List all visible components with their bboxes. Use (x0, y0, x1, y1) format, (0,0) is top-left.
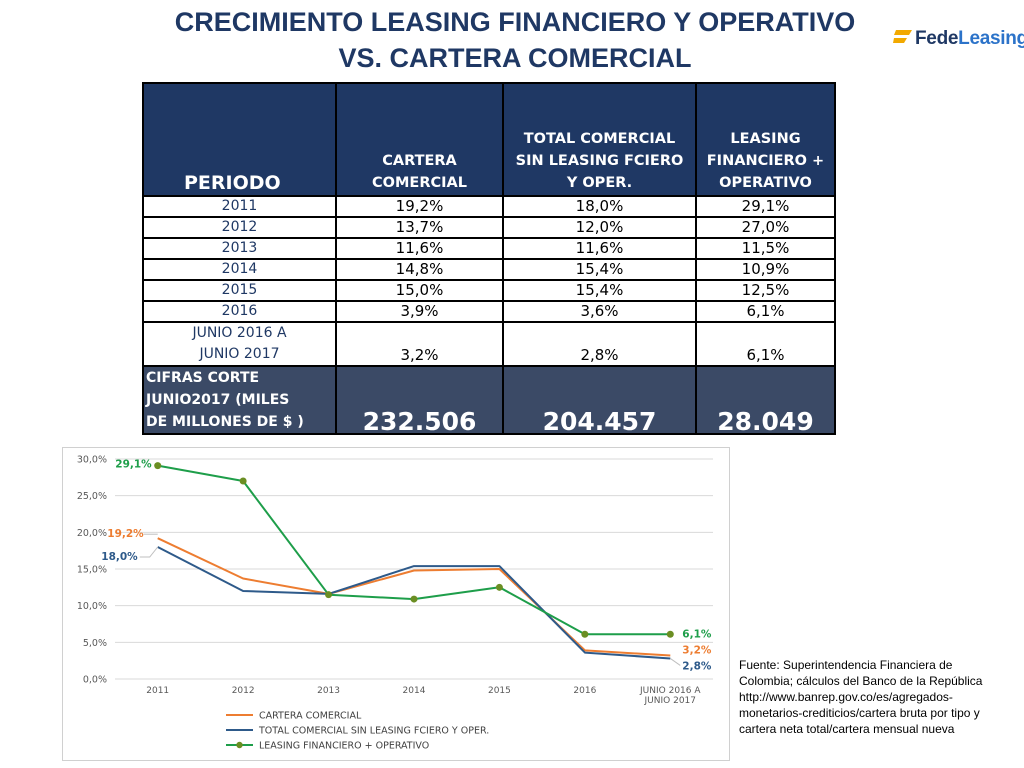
period-cell: 2011 (142, 195, 337, 218)
table-row: 2013 11,6% 11,6% 11,5% (142, 237, 836, 260)
period-cell: 2015 (142, 279, 337, 302)
value-cell: 29,1% (695, 195, 836, 218)
x-tick-label: 2011 (146, 686, 169, 696)
data-label: 2,8% (682, 660, 712, 672)
legend-label: CARTERA COMERCIAL (259, 711, 362, 722)
table-row: 2015 15,0% 15,4% 12,5% (142, 279, 836, 302)
value-cell: 19,2% (335, 195, 504, 218)
title-line-1: CRECIMIENTO LEASING FINANCIERO Y OPERATI… (174, 7, 856, 37)
x-tick-label: 2012 (232, 686, 255, 696)
y-tick-label: 20,0% (77, 528, 107, 539)
series-point (154, 462, 162, 470)
period-cell: JUNIO 2016 A JUNIO 2017 (142, 321, 337, 367)
period-cell: 2013 (142, 237, 337, 260)
value-cell: 12,5% (695, 279, 836, 302)
value-cell: 27,0% (695, 216, 836, 239)
table-row-cifras: CIFRAS CORTE JUNIO2017 (MILES DE MILLONE… (142, 365, 836, 435)
value-cell: 15,4% (502, 258, 697, 281)
cifras-label: CIFRAS CORTE JUNIO2017 (MILES DE MILLONE… (142, 365, 337, 435)
table-row: 2012 13,7% 12,0% 27,0% (142, 216, 836, 239)
header-leasing: LEASING FINANCIERO + OPERATIVO (695, 82, 836, 197)
line-chart: 0,0% 5,0% 10,0% 15,0% 20,0% 25,0% 30,0% 2011 201… (62, 447, 730, 761)
value-cell: 3,6% (502, 300, 697, 323)
x-tick-label: JUNIO 2017 (644, 696, 696, 706)
chart-svg: 0,0% 5,0% 10,0% 15,0% 20,0% 25,0% 30,0% 2011 201… (77, 455, 713, 752)
legend-marker (236, 741, 243, 749)
y-tick-label: 0,0% (83, 675, 107, 686)
data-label: 18,0% (101, 551, 138, 563)
data-label: 3,2% (682, 645, 712, 657)
series-point (239, 477, 247, 485)
value-cell: 11,6% (502, 237, 697, 260)
table-header-row: PERIODO CARTERA COMERCIAL TOTAL COMERCIA… (142, 82, 836, 197)
series-point (325, 591, 333, 599)
series-line-1 (157, 537, 671, 657)
data-label: 6,1% (682, 628, 712, 640)
title-line-2: VS. CARTERA COMERCIAL (338, 43, 692, 73)
value-cell: 15,0% (335, 279, 504, 302)
logo-text: FedeLeasing (915, 28, 1024, 49)
value-cell: 10,9% (695, 258, 836, 281)
table-row: 2014 14,8% 15,4% 10,9% (142, 258, 836, 281)
x-tick-label: 2014 (403, 686, 426, 696)
value-cell: 14,8% (335, 258, 504, 281)
x-tick-label: 2015 (488, 686, 511, 696)
fedeleasing-logo: FedeLeasing (893, 26, 1024, 56)
series-line-3 (157, 464, 671, 636)
source-line: Fuente: Superintendencia Financiera de (739, 658, 953, 672)
series-point (495, 583, 503, 591)
value-cell: 12,0% (502, 216, 697, 239)
leader-line (669, 658, 681, 666)
value-cell: 6,1% (695, 321, 836, 367)
legend-label: TOTAL COMERCIAL SIN LEASING FCIERO Y OPE… (258, 726, 489, 737)
header-total-comercial: TOTAL COMERCIAL SIN LEASING FCIERO Y OPE… (502, 82, 697, 197)
cifras-value: 232.506 (335, 365, 504, 435)
y-tick-label: 10,0% (77, 601, 107, 612)
period-cell: 2012 (142, 216, 337, 239)
source-line: monetarios-crediticios/cartera bruta por… (739, 706, 980, 720)
value-cell: 15,4% (502, 279, 697, 302)
y-tick-label: 15,0% (77, 565, 107, 576)
value-cell: 3,9% (335, 300, 504, 323)
series-point (666, 630, 674, 638)
y-tick-label: 25,0% (77, 491, 107, 502)
table-row: 2016 3,9% 3,6% 6,1% (142, 300, 836, 323)
growth-table: PERIODO CARTERA COMERCIAL TOTAL COMERCIA… (142, 82, 836, 435)
value-cell: 3,2% (335, 321, 504, 367)
value-cell: 11,5% (695, 237, 836, 260)
logo-mark-icon (893, 30, 912, 43)
page-title: CRECIMIENTO LEASING FINANCIERO Y OPERATI… (120, 4, 910, 76)
value-cell: 11,6% (335, 237, 504, 260)
x-tick-label: JUNIO 2016 A (639, 686, 701, 696)
period-cell: 2016 (142, 300, 337, 323)
value-cell: 13,7% (335, 216, 504, 239)
source-note: Fuente: Superintendencia Financiera de C… (739, 657, 1021, 737)
source-line: http://www.banrep.gov.co/es/agregados- (739, 690, 953, 704)
value-cell: 6,1% (695, 300, 836, 323)
series-point (581, 630, 589, 638)
cifras-value: 204.457 (502, 365, 697, 435)
value-cell: 2,8% (502, 321, 697, 367)
leader-line (139, 546, 159, 558)
source-line: cartera neta total/cartera mensual nueva (739, 722, 955, 736)
header-cartera-comercial: CARTERA COMERCIAL (335, 82, 504, 197)
table-row: 2011 19,2% 18,0% 29,1% (142, 195, 836, 218)
table-row-junio: JUNIO 2016 A JUNIO 2017 3,2% 2,8% 6,1% (142, 321, 836, 367)
source-line: Colombia; cálculos del Banco de la Repúb… (739, 674, 983, 688)
period-cell: 2014 (142, 258, 337, 281)
data-label: 29,1% (115, 459, 152, 471)
series-line-2 (157, 546, 671, 660)
header-periodo: PERIODO (142, 82, 337, 197)
x-tick-label: 2016 (573, 686, 596, 696)
legend-label: LEASING FINANCIERO + OPERATIVO (259, 741, 429, 752)
series-point (410, 595, 418, 603)
cifras-value: 28.049 (695, 365, 836, 435)
x-tick-label: 2013 (317, 686, 340, 696)
value-cell: 18,0% (502, 195, 697, 218)
y-tick-label: 5,0% (83, 638, 107, 649)
data-label: 19,2% (107, 528, 144, 540)
y-tick-label: 30,0% (77, 455, 107, 466)
